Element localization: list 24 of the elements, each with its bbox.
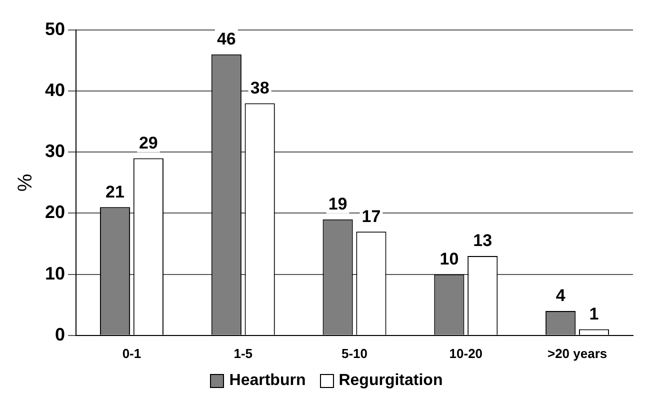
y-tick-label: 40 [44,80,66,100]
legend-label: Heartburn [229,372,306,390]
y-tick-label: 10 [44,263,66,284]
data-label: 4 [556,286,566,306]
x-tick-label: 5-10 [341,346,368,361]
data-label: 17 [362,206,381,226]
data-label: 46 [216,30,236,49]
y-tick-label: 30 [44,141,66,162]
data-label: 29 [138,133,158,152]
y-tick-label: 20 [44,202,66,222]
data-label: 38 [250,78,270,98]
data-label: 10 [440,250,459,269]
data-label: 19 [328,194,348,214]
data-label: 21 [106,182,124,202]
x-tick-label: 1-5 [234,346,253,361]
x-tick-label: >20 years [547,346,608,361]
data-label: 13 [473,231,492,250]
y-tick-label: 0 [55,324,66,344]
y-tick-label: 50 [44,18,66,39]
x-tick-label: 10-20 [449,346,483,361]
x-tick-label: 0-1 [122,346,142,361]
y-axis-title: % [14,174,37,192]
text: Regurgitation [338,372,443,390]
data-label: 1 [589,304,599,324]
